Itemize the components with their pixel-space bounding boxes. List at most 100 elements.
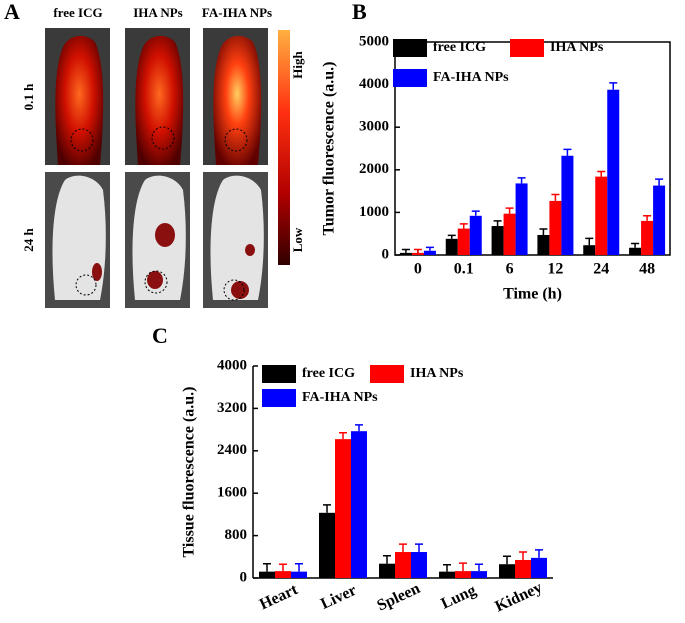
y-tick-label: 3200 — [217, 400, 247, 416]
bar — [423, 250, 436, 255]
bar — [583, 245, 596, 255]
x-axis-label: Time (h) — [503, 286, 562, 303]
legend-swatch — [510, 39, 544, 57]
y-tick-label: 0 — [382, 246, 390, 262]
error-bar — [459, 562, 467, 572]
bar — [445, 238, 458, 255]
row-label: 24 h — [21, 227, 36, 251]
error-bar — [493, 220, 502, 227]
bar — [455, 571, 471, 578]
bar — [379, 563, 395, 578]
bar — [439, 571, 455, 578]
legend-swatch — [370, 365, 404, 383]
error-bar — [279, 563, 287, 572]
panel-label: A — [4, 0, 20, 24]
error-bar — [401, 248, 410, 253]
legend-swatch — [262, 389, 296, 407]
x-tick-label: 0 — [414, 261, 422, 278]
bar — [549, 200, 562, 255]
error-bar — [413, 248, 422, 253]
error-bar — [519, 551, 527, 560]
error-bar — [597, 170, 606, 177]
color-scale — [278, 30, 290, 265]
error-bar — [399, 543, 407, 553]
legend-label: free ICG — [433, 40, 486, 55]
legend-swatch — [393, 39, 427, 57]
bar — [395, 552, 411, 578]
column-label: FA-IHA NPs — [202, 5, 272, 20]
error-bar — [323, 504, 331, 513]
error-bar — [609, 82, 618, 90]
error-bar — [539, 228, 548, 235]
legend-label: IHA NPs — [410, 366, 464, 381]
error-bar — [475, 563, 483, 572]
legend-label: FA-IHA NPs — [433, 70, 509, 85]
bar — [515, 559, 531, 578]
bar — [531, 557, 547, 578]
bar — [537, 234, 550, 255]
bar — [351, 431, 367, 578]
bar — [411, 252, 424, 255]
error-bar — [425, 246, 434, 251]
y-axis-label: Tumor fluorescence (a.u.) — [321, 62, 338, 236]
legend-label: FA-IHA NPs — [302, 390, 378, 405]
x-tick-label: Spleen — [375, 580, 423, 615]
bar — [411, 552, 427, 578]
row-label: 0.1 h — [21, 83, 36, 111]
error-bar — [471, 210, 480, 216]
y-tick-label: 3000 — [359, 119, 389, 135]
y-tick-label: 1600 — [217, 485, 247, 501]
error-bar — [339, 432, 347, 440]
error-bar — [383, 554, 391, 564]
legend-swatch — [393, 69, 427, 87]
error-bar — [551, 193, 560, 201]
panel-a: A free ICG IHA NPs FA-IHA NPs 0.1 h 24 h — [4, 0, 305, 308]
bar — [291, 571, 307, 578]
mouse-images — [45, 28, 268, 308]
x-tick-label: Heart — [257, 581, 301, 614]
legend-swatch — [262, 365, 296, 383]
bar — [607, 89, 620, 255]
error-bar — [585, 237, 594, 246]
error-bar — [447, 234, 456, 239]
bar — [457, 228, 470, 255]
bar — [499, 564, 515, 578]
error-bar — [631, 242, 640, 248]
error-bar — [355, 424, 363, 432]
x-tick-label: Liver — [318, 582, 359, 613]
bar — [653, 185, 666, 255]
bar — [641, 220, 654, 255]
y-tick-label: 5000 — [359, 33, 389, 49]
error-bar — [517, 177, 526, 184]
y-axis-label: Tissue fluorescence (a.u.) — [181, 387, 198, 558]
x-tick-label: Lung — [439, 582, 479, 613]
column-label: IHA NPs — [133, 5, 182, 20]
error-bar — [295, 562, 303, 572]
error-bar — [505, 207, 514, 214]
bar — [335, 439, 351, 578]
bar — [491, 226, 504, 255]
panel-label: C — [152, 323, 168, 348]
error-bar — [503, 555, 511, 565]
legend-label: IHA NPs — [550, 40, 604, 55]
bar — [515, 183, 528, 255]
y-tick-label: 0 — [240, 569, 248, 585]
x-tick-label: 0.1 — [454, 261, 474, 278]
legend-label: free ICG — [302, 366, 355, 381]
bar — [629, 247, 642, 255]
bar — [471, 571, 487, 578]
error-bar — [415, 543, 423, 553]
scale-label: Low — [290, 227, 305, 252]
x-tick-label: 48 — [639, 261, 655, 278]
bar — [469, 215, 482, 255]
y-tick-label: 1000 — [359, 204, 389, 220]
error-bar — [263, 562, 271, 572]
x-tick-label: 12 — [547, 261, 563, 278]
scale-label: High — [290, 51, 305, 79]
error-bar — [459, 223, 468, 229]
bar — [503, 213, 516, 255]
error-bar — [563, 148, 572, 156]
y-tick-label: 4000 — [217, 357, 247, 373]
error-bar — [535, 549, 543, 558]
